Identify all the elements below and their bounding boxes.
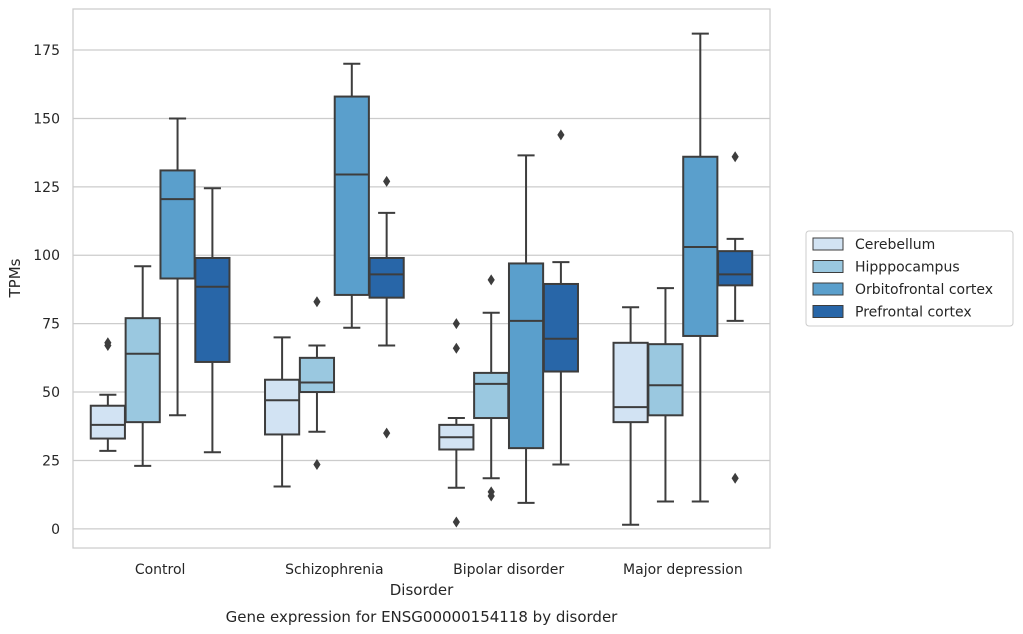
legend-swatch xyxy=(812,260,844,273)
legend-entry-label: Cerebellum xyxy=(855,237,935,253)
box-iqr xyxy=(717,250,754,287)
box-iqr xyxy=(264,378,301,436)
y-tick-label: 75 xyxy=(42,317,60,333)
x-tick-label: Major depression xyxy=(623,562,743,578)
box-group xyxy=(717,151,754,484)
y-tick-label: 100 xyxy=(33,248,60,264)
outlier-point xyxy=(731,472,739,484)
box-group xyxy=(507,154,545,504)
box-group xyxy=(264,336,301,488)
outlier-point xyxy=(383,175,391,187)
y-tick-label: 125 xyxy=(33,180,60,196)
box-iqr xyxy=(368,256,405,299)
box-iqr xyxy=(542,282,579,373)
outlier-point xyxy=(731,151,739,163)
box-iqr xyxy=(647,343,684,417)
box-group xyxy=(473,274,510,502)
x-tick-label: Bipolar disorder xyxy=(453,562,564,578)
outlier-point xyxy=(452,342,460,354)
legend-swatch xyxy=(812,282,844,296)
box-group xyxy=(298,296,336,471)
x-tick-labels: Control Schizophrenia Bipolar disorder Majo… xyxy=(135,562,743,578)
outlier-point xyxy=(452,318,460,330)
legend-entry-label: Orbitofrontal cortex xyxy=(855,282,993,298)
box-group xyxy=(438,318,475,528)
y-axis-label: TPMs xyxy=(6,258,24,298)
box-iqr xyxy=(89,404,126,440)
outlier-point xyxy=(104,337,112,349)
y-tick-labels: 0 25 50 75 100 125 150 175 xyxy=(33,43,60,538)
y-tick-label: 0 xyxy=(51,522,60,538)
x-tick-label: Schizophrenia xyxy=(285,562,383,578)
box-group xyxy=(159,117,196,417)
outlier-point xyxy=(383,427,391,439)
box-group xyxy=(89,337,126,452)
box-group xyxy=(194,187,231,454)
legend-swatch xyxy=(812,305,844,318)
box-group xyxy=(612,306,649,526)
legend-entry-label: Prefrontal cortex xyxy=(855,305,972,321)
box-group xyxy=(647,287,684,503)
box-group xyxy=(124,265,161,467)
x-tick-label: Control xyxy=(135,562,186,578)
box-iqr xyxy=(612,341,649,424)
legend-frame xyxy=(805,230,1014,327)
outlier-point xyxy=(313,459,321,471)
y-tick-label: 25 xyxy=(42,453,60,469)
box-iqr xyxy=(159,169,196,280)
x-axis-label: Disorder xyxy=(390,581,454,599)
legend-swatch xyxy=(812,237,844,251)
outlier-point xyxy=(487,274,495,286)
legend-entry-label: Hipppocampus xyxy=(855,260,960,276)
box-iqr xyxy=(194,256,231,363)
y-tick-label: 50 xyxy=(42,385,60,401)
box-iqr xyxy=(473,371,510,420)
y-tick-label: 175 xyxy=(33,43,60,59)
outlier-point xyxy=(557,129,565,141)
outlier-point xyxy=(487,486,495,498)
box-series xyxy=(89,32,754,528)
legend: Cerebellum Hipppocampus Orbitofrontal cort… xyxy=(805,230,1014,327)
box-group xyxy=(682,32,719,503)
y-tick-label: 150 xyxy=(33,111,60,127)
plot-frame xyxy=(72,8,771,549)
outlier-point xyxy=(452,516,460,528)
box-group xyxy=(333,62,370,329)
box-iqr xyxy=(298,356,336,394)
box-iqr xyxy=(333,95,370,296)
box-iqr xyxy=(507,262,545,450)
box-group xyxy=(368,175,405,439)
box-group xyxy=(542,129,579,466)
chart-caption: Gene expression for ENSG00000154118 by d… xyxy=(226,608,619,626)
box-iqr xyxy=(124,317,161,424)
outlier-point xyxy=(313,296,321,308)
